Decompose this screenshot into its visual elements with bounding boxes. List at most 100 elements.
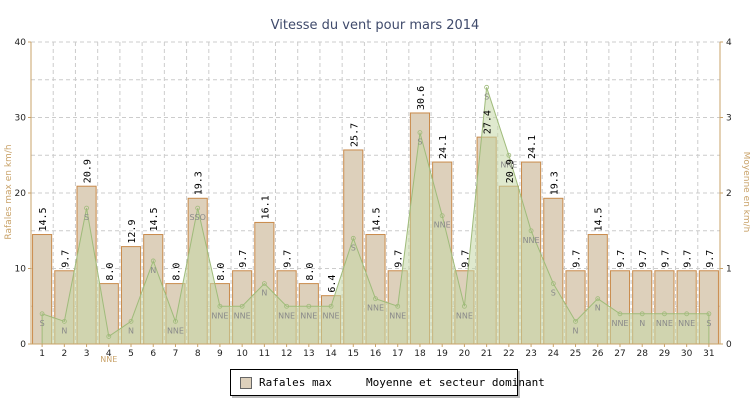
x-tick-label-day-3: 3: [84, 349, 90, 359]
direction-label-day-2: N: [61, 326, 67, 335]
bar-value-label-day-6: 14.5: [149, 207, 160, 231]
average-point-day-22: [506, 152, 512, 158]
x-tick-label-day-23: 23: [525, 349, 536, 359]
x-tick-label-day-5: 5: [128, 349, 134, 359]
direction-label-day-12: NNE: [278, 311, 295, 320]
average-point-day-25: [573, 318, 578, 324]
bar-value-label-day-3: 20.9: [83, 159, 94, 183]
bar-value-label-day-18: 30.6: [416, 86, 427, 110]
average-point-day-8: [195, 205, 201, 211]
direction-label-day-25: N: [573, 326, 579, 335]
x-tick-label-day-21: 21: [481, 349, 492, 359]
average-point-day-2: [61, 318, 67, 324]
average-point-day-7: [173, 318, 178, 324]
average-point-day-21: [484, 84, 490, 90]
x-tick-label-day-31: 31: [703, 349, 714, 359]
bar-value-label-day-29: 9.7: [660, 250, 671, 268]
direction-label-day-30: NNE: [678, 319, 695, 328]
bar-value-label-day-23: 24.1: [527, 135, 538, 159]
direction-label-day-15: S: [351, 243, 356, 252]
bar-value-label-day-16: 14.5: [372, 207, 383, 231]
direction-label-day-1: S: [40, 319, 45, 328]
x-tick-label-day-20: 20: [459, 349, 471, 359]
direction-label-day-24: S: [551, 289, 556, 298]
bar-value-label-day-9: 8.0: [216, 263, 227, 281]
y-right-tick-label: 2: [726, 189, 732, 199]
bar-value-label-day-12: 9.7: [283, 250, 294, 268]
legend-swatch-gusts: [240, 377, 252, 389]
direction-label-day-10: NNE: [234, 311, 251, 320]
bar-value-label-day-20: 9.7: [460, 250, 471, 268]
x-tick-label-day-15: 15: [348, 349, 359, 359]
legend-label-average: Moyenne et secteur dominant: [366, 376, 545, 389]
x-tick-label-day-22: 22: [503, 349, 514, 359]
bar-value-label-day-27: 9.7: [616, 250, 627, 268]
direction-label-day-18: S: [417, 138, 422, 147]
average-area: [41, 87, 710, 345]
direction-label-day-8: SSO: [189, 213, 205, 222]
x-tick-label-day-4: 4: [106, 349, 112, 359]
average-point-day-16: [373, 296, 378, 302]
x-tick-label-day-25: 25: [570, 349, 581, 359]
direction-label-day-19: NNE: [434, 221, 451, 230]
direction-label-day-28: N: [639, 319, 645, 328]
bar-value-label-day-31: 9.7: [705, 250, 716, 268]
y-left-tick-label: 0: [20, 340, 26, 350]
bar-value-label-day-24: 19.3: [549, 171, 560, 195]
direction-label-day-22: NNE: [500, 160, 517, 169]
average-point-day-30: [684, 311, 690, 317]
bar-value-label-day-17: 9.7: [394, 250, 405, 268]
bar-value-label-day-11: 16.1: [260, 195, 271, 219]
average-point-day-31: [706, 311, 712, 317]
direction-label-day-5: N: [128, 326, 134, 335]
y-left-tick-label: 30: [15, 114, 27, 124]
x-tick-label-day-16: 16: [370, 349, 382, 359]
average-point-day-4: [106, 334, 112, 339]
bar-data-labels-layer: 14.5 9.7 20.9 8.0 12.9 14.5 8.0 19.3 8.0 9.7 16.1 9…: [38, 86, 716, 293]
average-point-day-11: [261, 281, 267, 287]
bar-value-label-day-15: 25.7: [349, 123, 360, 147]
x-tick-label-day-27: 27: [614, 349, 625, 359]
direction-label-day-29: NNE: [656, 319, 673, 328]
y-axis-left-title: Rafales max en km/h: [4, 144, 14, 239]
bar-value-label-day-22: 20.9: [505, 159, 516, 183]
y-right-tick-label: 1: [726, 265, 732, 275]
legend-label-gusts: Rafales max: [259, 376, 332, 389]
legend: Rafales max Moyenne et secteur dominant: [230, 369, 545, 396]
direction-label-day-26: N: [595, 304, 601, 313]
x-tick-label-day-18: 18: [414, 349, 426, 359]
y-right-tick-label: 0: [726, 340, 732, 350]
average-point-day-5: [128, 318, 134, 324]
bar-value-label-day-28: 9.7: [638, 250, 649, 268]
average-point-day-3: [84, 205, 89, 211]
x-tick-label-day-17: 17: [392, 349, 403, 359]
x-tick-label-day-9: 9: [217, 349, 223, 359]
average-point-day-9: [217, 303, 223, 309]
average-point-day-13: [306, 303, 312, 309]
direction-label-day-31: S: [706, 319, 711, 328]
x-tick-label-day-30: 30: [681, 349, 693, 359]
average-area-layer: [39, 84, 712, 345]
bar-value-label-day-1: 14.5: [38, 207, 49, 231]
average-point-day-14: [328, 303, 334, 309]
y-left-tick-label: 40: [15, 38, 27, 48]
direction-label-day-3: S: [84, 213, 89, 222]
x-tick-label-day-28: 28: [636, 349, 648, 359]
direction-label-day-7: NNE: [167, 326, 184, 335]
direction-label-day-27: NNE: [611, 319, 628, 328]
bar-value-label-day-25: 9.7: [572, 250, 583, 268]
y-left-tick-label: 10: [15, 265, 27, 275]
x-tick-label-day-12: 12: [281, 349, 292, 359]
bar-value-label-day-5: 12.9: [127, 220, 138, 244]
bar-value-label-day-10: 9.7: [238, 250, 249, 268]
average-point-day-17: [395, 303, 401, 309]
bar-value-label-day-4: 8.0: [105, 263, 116, 281]
bar-value-label-day-14: 6.4: [327, 275, 338, 293]
x-tick-label-day-6: 6: [150, 349, 156, 359]
chart-title: Vitesse du vent pour mars 2014: [271, 18, 480, 33]
average-point-day-19: [439, 213, 445, 219]
average-point-day-26: [595, 296, 601, 302]
x-tick-label-day-11: 11: [259, 349, 270, 359]
